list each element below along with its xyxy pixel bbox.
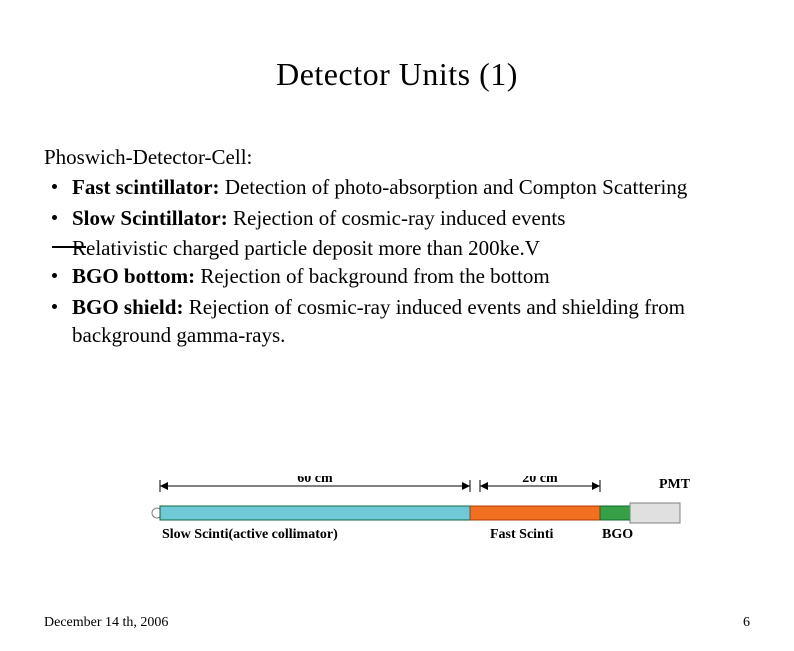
bullet-text: Detection of photo-absorption and Compto…	[220, 175, 688, 199]
svg-text:BGO: BGO	[602, 527, 633, 542]
page-title: Detector Units (1)	[0, 56, 794, 93]
bullet-label: BGO shield:	[72, 295, 183, 319]
bullet-item: BGO shield: Rejection of cosmic-ray indu…	[72, 293, 750, 350]
content-block: Phoswich-Detector-Cell: Fast scintillato…	[44, 143, 750, 349]
svg-text:Slow Scinti(active collimator): Slow Scinti(active collimator)	[162, 527, 338, 542]
svg-text:Fast Scinti: Fast Scinti	[490, 527, 554, 542]
bullet-item: Fast scintillator: Detection of photo-ab…	[72, 173, 750, 201]
bullet-item: BGO bottom: Rejection of background from…	[72, 262, 750, 290]
bullet-text: Rejection of cosmic-ray induced events	[228, 206, 566, 230]
subline-text: Relativistic charged particle deposit mo…	[72, 236, 540, 260]
bullet-dot-icon	[52, 273, 57, 278]
svg-text:60 cm: 60 cm	[297, 476, 333, 486]
bullet-dot-icon	[52, 184, 57, 189]
footer-date: December 14 th, 2006	[44, 615, 168, 631]
footer-page-number: 6	[743, 615, 750, 631]
sub-bullet: Relativistic charged particle deposit mo…	[72, 234, 750, 262]
bullet-label: Slow Scintillator:	[72, 206, 228, 230]
bullet-label: Fast scintillator:	[72, 175, 220, 199]
bullet-dot-icon	[52, 215, 57, 220]
dash-icon	[52, 246, 86, 248]
section-heading: Phoswich-Detector-Cell:	[44, 143, 750, 171]
bullet-item: Slow Scintillator: Rejection of cosmic-r…	[72, 204, 750, 232]
diagram-svg: 60 cm 20 cm PMT Slow Scinti(active collimat…	[90, 476, 710, 556]
bullet-text: Rejection of background from the bottom	[195, 264, 550, 288]
svg-text:20 cm: 20 cm	[522, 476, 558, 486]
svg-text:PMT: PMT	[659, 477, 691, 492]
detector-diagram: 60 cm 20 cm PMT Slow Scinti(active collimat…	[90, 476, 710, 556]
bullet-dot-icon	[52, 304, 57, 309]
bullet-label: BGO bottom:	[72, 264, 195, 288]
